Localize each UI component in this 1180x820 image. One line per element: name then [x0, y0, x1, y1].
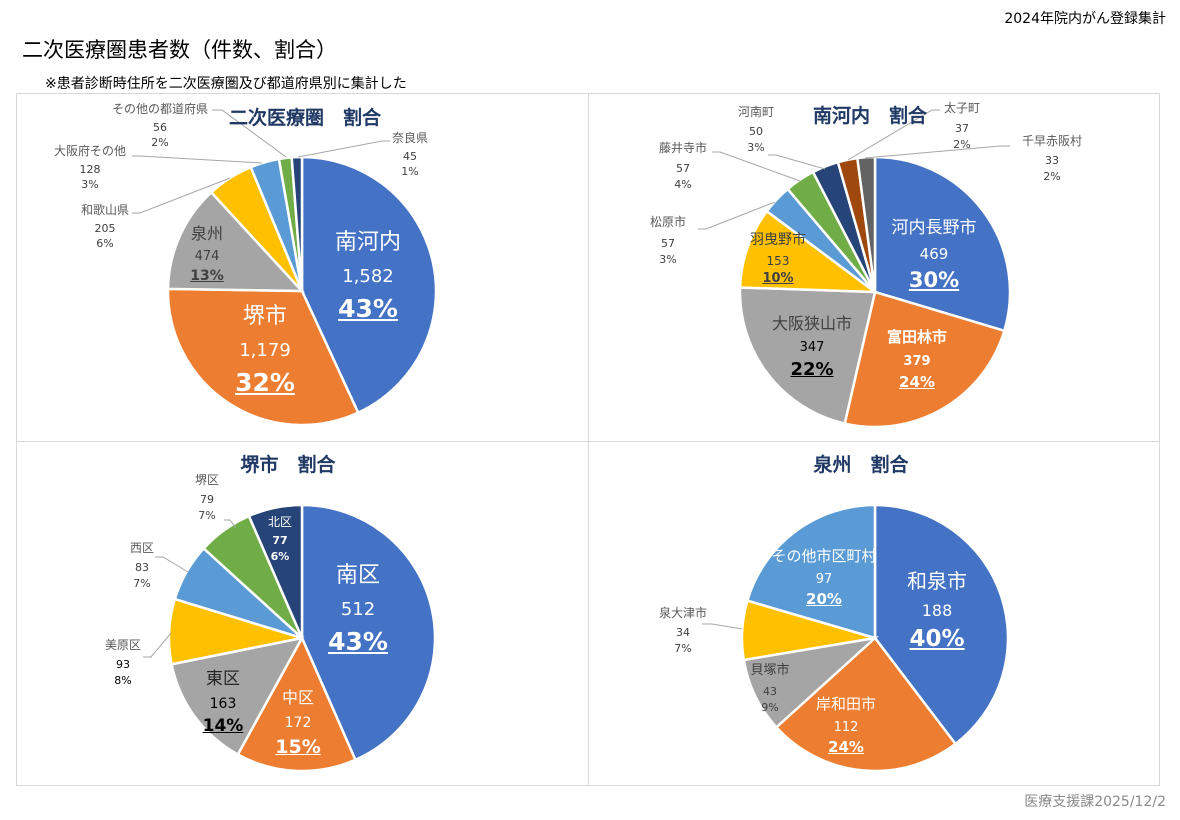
- leader-line: [132, 155, 263, 164]
- pie-slice-河内長野市: [873, 155, 1012, 333]
- data-label: 西区 83 7%: [129, 541, 155, 590]
- data-label: 河内長野市 469 30%: [891, 218, 977, 292]
- data-label: 藤井寺市 57 4%: [658, 141, 708, 191]
- leader-line: [864, 145, 1010, 159]
- divider-horizontal: [16, 441, 1160, 442]
- pie-slice-奈良県: [290, 155, 304, 292]
- leader-line: [212, 109, 287, 158]
- divider-vertical: [588, 93, 589, 786]
- leader-line: [702, 623, 743, 630]
- chart-title: 南河内 割合: [812, 105, 928, 127]
- pie-slice-堺市: [166, 287, 360, 427]
- data-label: 岸和田市 112 24%: [815, 695, 877, 756]
- data-label: 松原市 57 3%: [649, 215, 687, 266]
- page-title: 二次医療圏患者数（件数、割合）: [22, 38, 337, 62]
- data-label: 千早赤阪村 33 2%: [1021, 134, 1083, 183]
- data-label: 和歌山県 205 6%: [80, 203, 130, 250]
- data-label: 和泉市 188 40%: [907, 569, 967, 652]
- data-label: 奈良県 45 1%: [391, 131, 429, 178]
- data-label: 太子町 37 2%: [943, 101, 981, 151]
- leader-line: [143, 632, 172, 658]
- pie-slice-大阪狭山市: [738, 286, 877, 426]
- pie-slice-東区: [170, 636, 305, 757]
- data-label: その他市区町村 97 20%: [771, 547, 877, 608]
- pie-slice-南区: [300, 503, 437, 762]
- chart-title: 二次医療圏 割合: [228, 107, 382, 129]
- data-label: 泉大津市 34 7%: [658, 606, 708, 655]
- leader-line: [698, 201, 776, 230]
- pie-slice-羽曳野市: [738, 209, 879, 294]
- data-label: 河南町 50 3%: [737, 105, 775, 154]
- leader-line: [712, 151, 801, 182]
- data-label: 中区 172 15%: [275, 688, 321, 758]
- pie-slice-岸和田市: [774, 636, 958, 773]
- data-label: 堺市 1,179 32%: [235, 304, 295, 397]
- data-label: 泉州 474 13%: [190, 224, 224, 284]
- chart-title: 堺市 割合: [240, 454, 336, 476]
- pie-slice-南河内: [300, 155, 438, 415]
- leader-line: [847, 109, 940, 161]
- pie-slice-和泉市: [873, 503, 1010, 746]
- pie-slice-中区: [236, 635, 358, 773]
- pie-slice-その他市区町村: [745, 503, 877, 640]
- data-label: 美原区 93 8%: [104, 638, 142, 687]
- data-label: 羽曳野市 153 10%: [750, 232, 806, 286]
- chart-title: 泉州 割合: [813, 454, 909, 476]
- leader-line: [768, 154, 826, 170]
- data-label: 北区 77 6%: [267, 515, 293, 563]
- page-subtitle: ※患者診断時住所を二次医療圏及び都道府県別に集計した: [45, 76, 407, 92]
- data-label: 大阪府その他 128 3%: [53, 144, 127, 191]
- leader-line: [155, 556, 189, 573]
- data-label: 堺区 79 7%: [194, 473, 220, 522]
- data-label: その他の都道府県 56 2%: [111, 102, 209, 149]
- leader-line: [297, 140, 390, 158]
- pie-slice-北区: [247, 503, 304, 639]
- data-label: 貝塚市 43 9%: [750, 663, 790, 714]
- leader-line: [224, 519, 237, 529]
- report-label: 2024年院内がん登録集計: [1004, 11, 1166, 27]
- footer-label: 医療支援課2025/12/2: [1024, 794, 1166, 810]
- data-label: 大阪狭山市 347 22%: [771, 314, 853, 380]
- data-label: 南区 512 43%: [328, 563, 388, 656]
- pie-slice-富田林市: [843, 290, 1006, 429]
- data-label: 富田林市 379 24%: [886, 328, 948, 391]
- data-label: 東区 163 14%: [202, 669, 244, 736]
- data-label: 南河内 1,582 43%: [334, 230, 402, 323]
- leader-line: [132, 177, 231, 214]
- pie-slice-泉州: [166, 190, 305, 293]
